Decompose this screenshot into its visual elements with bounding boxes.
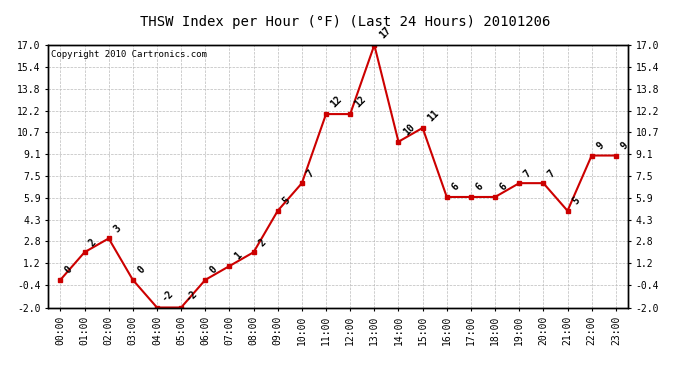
- Text: -2: -2: [160, 288, 175, 303]
- Text: 5: 5: [571, 195, 582, 207]
- Text: 10: 10: [402, 122, 417, 138]
- Text: 9: 9: [595, 140, 606, 152]
- Text: 12: 12: [329, 94, 344, 110]
- Text: 9: 9: [619, 140, 630, 152]
- Text: 2: 2: [257, 237, 268, 248]
- Text: 11: 11: [426, 108, 441, 124]
- Text: 6: 6: [474, 182, 485, 193]
- Text: 17: 17: [377, 26, 393, 41]
- Text: 12: 12: [353, 94, 368, 110]
- Text: 6: 6: [450, 182, 461, 193]
- Text: THSW Index per Hour (°F) (Last 24 Hours) 20101206: THSW Index per Hour (°F) (Last 24 Hours)…: [140, 15, 550, 29]
- Text: 2: 2: [88, 237, 99, 248]
- Text: 0: 0: [208, 264, 219, 276]
- Text: 5: 5: [281, 195, 292, 207]
- Text: 1: 1: [233, 251, 244, 262]
- Text: 7: 7: [546, 168, 558, 179]
- Text: 6: 6: [498, 182, 509, 193]
- Text: 7: 7: [305, 168, 316, 179]
- Text: 3: 3: [112, 223, 123, 234]
- Text: 0: 0: [136, 264, 147, 276]
- Text: 7: 7: [522, 168, 533, 179]
- Text: -2: -2: [184, 288, 199, 303]
- Text: Copyright 2010 Cartronics.com: Copyright 2010 Cartronics.com: [51, 50, 207, 59]
- Text: 0: 0: [63, 264, 75, 276]
